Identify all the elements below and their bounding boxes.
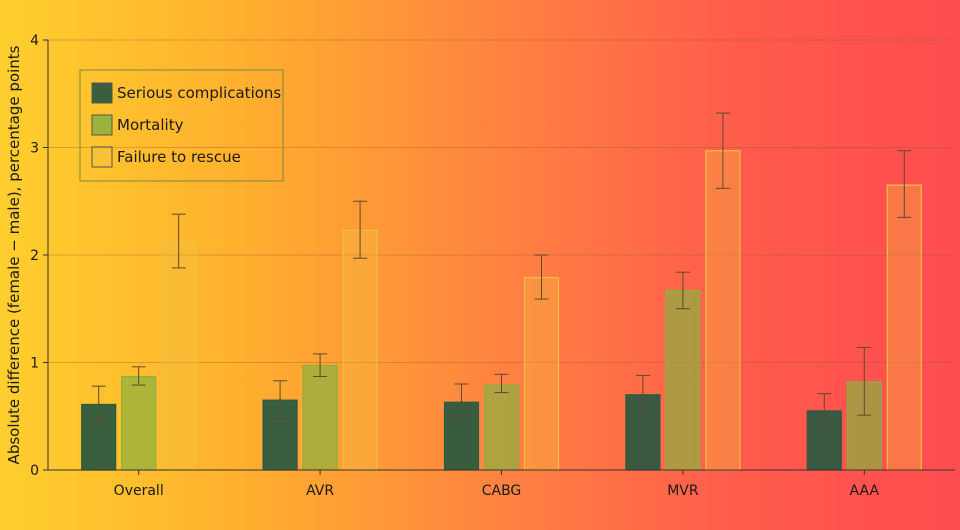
bar-mortality	[483, 384, 520, 471]
y-tick-label: 0	[30, 463, 39, 479]
legend-swatch	[91, 146, 113, 168]
legend-label: Serious complications	[117, 84, 281, 102]
y-tick-label: 3	[30, 141, 39, 157]
x-tick-label: AVR	[306, 483, 334, 499]
y-axis-title: Absolute difference (female − male), per…	[5, 45, 23, 464]
bar-mortality	[665, 289, 701, 471]
x-tick-label: Overall	[114, 483, 164, 499]
bar-failure-to-rescue	[886, 184, 922, 471]
legend: Serious complications Mortality Failure to…	[79, 69, 284, 182]
bars	[81, 112, 922, 471]
bar-failure-to-rescue	[705, 150, 741, 471]
y-tick-label: 2	[30, 248, 39, 264]
grid-lines	[48, 39, 955, 363]
axes: 0 1 2 3 4 Overall AVR CABG MVR AAA	[30, 33, 955, 499]
bar-failure-to-rescue	[161, 241, 197, 471]
legend-label: Mortality	[117, 116, 184, 134]
bar-failure-to-rescue	[342, 229, 378, 471]
legend-swatch	[91, 114, 113, 136]
legend-box	[79, 69, 284, 182]
y-tick-label: 1	[30, 356, 39, 372]
bar-mortality	[302, 365, 338, 471]
legend-swatch	[91, 82, 113, 104]
bar-mortality	[121, 375, 157, 471]
y-tick-label: 4	[30, 33, 39, 49]
x-tick-label: AAA	[850, 483, 880, 499]
x-tick-label: MVR	[667, 483, 699, 499]
bar-failure-to-rescue	[523, 276, 560, 471]
x-tick-label: CABG	[482, 483, 522, 499]
legend-label: Failure to rescue	[117, 148, 241, 166]
